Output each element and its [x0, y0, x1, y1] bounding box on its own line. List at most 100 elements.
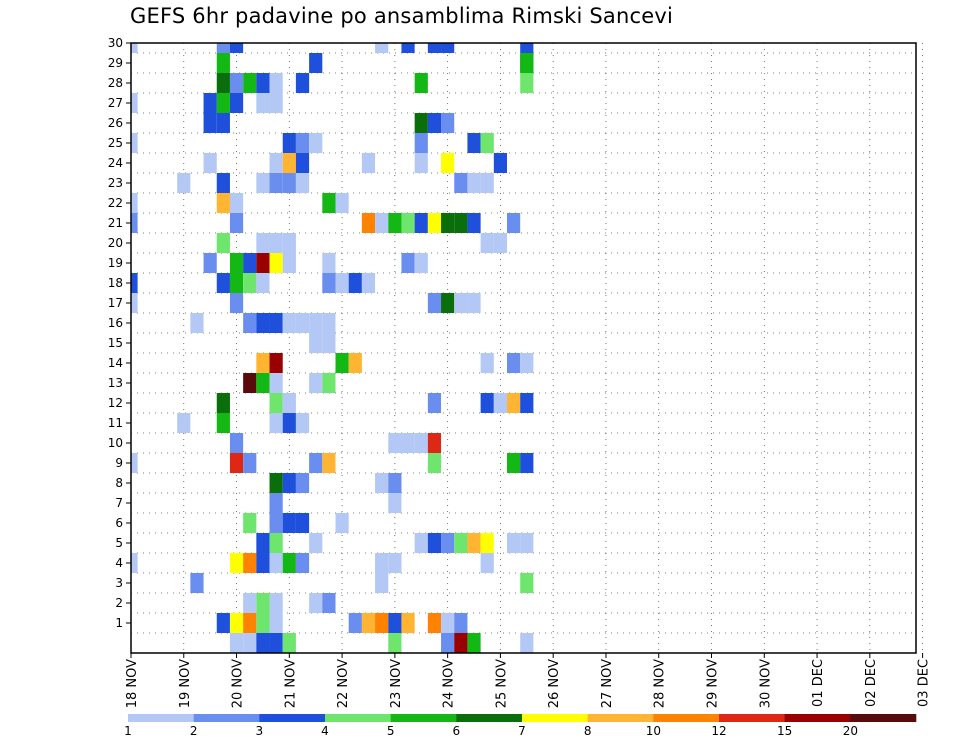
- precip-cell: [216, 273, 230, 293]
- precip-cell: [269, 633, 283, 653]
- precip-cell: [229, 453, 244, 473]
- precip-cell: [454, 173, 468, 193]
- precip-cell: [322, 593, 336, 613]
- colorbar-swatch: [193, 714, 260, 722]
- precip-cell: [177, 413, 191, 433]
- precip-cell: [256, 93, 270, 113]
- chart-title: GEFS 6hr padavine po ansamblima Rimski S…: [130, 4, 674, 28]
- precip-cell: [322, 453, 336, 473]
- precip-cell: [467, 213, 481, 233]
- precip-cell: [493, 233, 508, 253]
- y-tick-label: 5: [115, 536, 123, 550]
- precip-cell: [216, 613, 230, 633]
- precip-cell: [131, 93, 138, 113]
- y-tick-label: 16: [108, 316, 123, 330]
- precip-cell: [269, 353, 283, 373]
- precip-cell: [229, 253, 244, 273]
- y-tick-label: 12: [108, 396, 123, 410]
- y-tick-label: 14: [108, 356, 123, 370]
- precip-cell: [295, 73, 310, 93]
- precip-cell: [243, 613, 257, 633]
- precip-cell: [309, 453, 323, 473]
- precip-cell: [295, 313, 310, 333]
- precip-cell: [203, 113, 217, 133]
- precip-cell: [269, 493, 283, 513]
- precip-cell: [388, 473, 402, 493]
- x-tick-label: 27 NOV: [600, 659, 615, 708]
- precip-cell: [256, 173, 270, 193]
- precip-cell: [401, 253, 415, 273]
- precip-cell: [427, 43, 442, 53]
- precip-cell: [256, 73, 270, 93]
- precip-cell: [520, 573, 534, 593]
- precip-cell: [282, 233, 296, 253]
- y-tick-label: 25: [108, 136, 123, 150]
- y-tick-label: 18: [108, 276, 123, 290]
- precip-cell: [309, 373, 323, 393]
- precip-cell: [131, 273, 138, 293]
- precip-cell: [441, 633, 455, 653]
- colorbar-swatch: [850, 714, 917, 722]
- colorbar-label: 6: [453, 724, 461, 738]
- precip-cell: [295, 133, 310, 153]
- precip-cell: [256, 533, 270, 553]
- precip-cell: [520, 53, 534, 73]
- precip-cell: [388, 213, 402, 233]
- y-tick-label: 10: [108, 436, 123, 450]
- precip-cell: [467, 533, 481, 553]
- precip-cell: [520, 353, 534, 373]
- precip-cell: [256, 373, 270, 393]
- colorbar-swatch: [653, 714, 720, 722]
- y-tick-label: 4: [115, 556, 123, 570]
- precip-cell: [507, 533, 521, 553]
- precip-cell: [520, 453, 534, 473]
- y-tick-label: 28: [108, 76, 123, 90]
- precip-cell: [414, 213, 428, 233]
- precip-cell: [243, 513, 257, 533]
- x-axis: 18 NOV 19 NOV 20 NOV 21 NOV 22 NOV 23 NOV 24 N…: [125, 653, 932, 708]
- precip-cell: [256, 353, 270, 373]
- colorbar-swatch: [259, 714, 326, 722]
- precip-cell: [335, 273, 349, 293]
- precip-cell: [401, 43, 415, 53]
- precip-cell: [375, 613, 389, 633]
- colorbar-swatch: [128, 714, 194, 722]
- precip-cell: [282, 513, 296, 533]
- x-tick-label: 26 NOV: [547, 659, 562, 708]
- colorbar-swatch: [456, 714, 523, 722]
- y-tick-label: 17: [108, 296, 123, 310]
- precip-cell: [282, 633, 296, 653]
- precip-cell: [190, 313, 204, 333]
- precip-cell: [243, 313, 257, 333]
- precip-cell: [269, 253, 283, 273]
- precip-cell: [269, 93, 283, 113]
- precip-cell: [520, 633, 534, 653]
- precip-cell: [467, 133, 481, 153]
- precip-cell: [269, 413, 283, 433]
- colorbar-label: 7: [518, 724, 526, 738]
- y-tick-label: 13: [108, 376, 123, 390]
- precip-cell: [427, 613, 442, 633]
- precip-cell: [269, 373, 283, 393]
- precip-cell: [480, 553, 494, 573]
- precip-cell: [375, 553, 389, 573]
- x-tick-label: 22 NOV: [336, 659, 351, 708]
- x-tick-label: 25 NOV: [494, 659, 509, 708]
- precip-cell: [480, 353, 494, 373]
- precip-cell: [256, 633, 270, 653]
- precip-cell: [269, 553, 283, 573]
- precip-cell: [414, 253, 428, 273]
- precip-cell: [243, 593, 257, 613]
- x-tick-label: 02 DEC: [864, 659, 879, 707]
- cells-layer: [131, 43, 534, 653]
- precip-cell: [256, 313, 270, 333]
- colorbar-label: 12: [711, 724, 726, 738]
- precip-cell: [131, 133, 138, 153]
- precip-cell: [454, 293, 468, 313]
- precip-cell: [388, 633, 402, 653]
- precip-cell: [229, 93, 244, 113]
- precip-cell: [361, 613, 376, 633]
- precip-cell: [295, 153, 310, 173]
- colorbar-swatch: [522, 714, 588, 722]
- grid-layer: [130, 43, 923, 653]
